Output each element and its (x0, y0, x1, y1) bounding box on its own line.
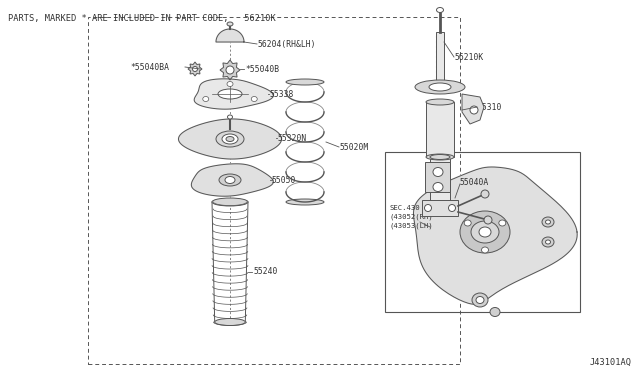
Bar (436, 32, 444, 82)
Bar (426, 102, 454, 157)
Ellipse shape (476, 296, 484, 304)
Polygon shape (220, 60, 240, 80)
Ellipse shape (433, 167, 443, 176)
Text: PARTS, MARKED * ARE INCLUDED IN PART CODE,   56210K: PARTS, MARKED * ARE INCLUDED IN PART COD… (8, 14, 276, 23)
Text: 55338: 55338 (270, 90, 294, 99)
Ellipse shape (214, 318, 245, 326)
Ellipse shape (430, 154, 450, 160)
Bar (385, 152, 580, 312)
Text: 55040A: 55040A (460, 177, 489, 186)
Ellipse shape (464, 220, 471, 226)
Ellipse shape (415, 80, 465, 94)
Ellipse shape (286, 79, 324, 85)
Polygon shape (216, 29, 244, 42)
Text: 55310: 55310 (478, 103, 502, 112)
Polygon shape (194, 79, 273, 109)
Ellipse shape (490, 308, 500, 317)
Ellipse shape (472, 293, 488, 307)
Ellipse shape (499, 220, 506, 226)
Bar (88, 17, 460, 364)
Ellipse shape (545, 240, 550, 244)
Ellipse shape (429, 83, 451, 91)
Text: 55240: 55240 (253, 267, 277, 276)
Ellipse shape (426, 99, 454, 105)
Ellipse shape (212, 198, 248, 206)
Ellipse shape (226, 137, 234, 141)
Ellipse shape (219, 174, 241, 186)
Bar (430, 157, 450, 202)
Ellipse shape (436, 7, 444, 13)
Ellipse shape (227, 81, 233, 87)
Polygon shape (188, 62, 202, 76)
Ellipse shape (542, 237, 554, 247)
Text: 55020M: 55020M (340, 142, 369, 151)
Ellipse shape (227, 22, 233, 26)
Ellipse shape (227, 115, 232, 119)
Ellipse shape (225, 176, 235, 183)
Polygon shape (191, 164, 273, 196)
Ellipse shape (449, 205, 456, 212)
Ellipse shape (470, 106, 478, 114)
Text: J43101AQ: J43101AQ (590, 358, 632, 367)
Ellipse shape (471, 221, 499, 243)
Ellipse shape (481, 247, 488, 253)
Polygon shape (413, 167, 577, 304)
Polygon shape (179, 119, 282, 159)
Text: *55040BA: *55040BA (130, 62, 169, 71)
Text: *55040B: *55040B (245, 64, 279, 74)
Text: 55320N: 55320N (278, 134, 307, 142)
Ellipse shape (484, 216, 492, 224)
Text: 56210K: 56210K (455, 52, 484, 61)
Ellipse shape (460, 211, 510, 253)
Ellipse shape (424, 205, 431, 212)
Ellipse shape (286, 199, 324, 205)
Polygon shape (462, 94, 484, 124)
Text: 55050: 55050 (272, 176, 296, 185)
Ellipse shape (218, 89, 242, 99)
Ellipse shape (481, 190, 489, 198)
Ellipse shape (542, 217, 554, 227)
Ellipse shape (193, 67, 198, 71)
Bar (425, 162, 450, 192)
Bar (422, 200, 458, 216)
Ellipse shape (433, 183, 443, 192)
Ellipse shape (216, 131, 244, 147)
Ellipse shape (479, 227, 491, 237)
Ellipse shape (222, 134, 238, 144)
Ellipse shape (545, 220, 550, 224)
Ellipse shape (252, 96, 257, 102)
Text: SEC.430
(43052(RH)
(43053(LH): SEC.430 (43052(RH) (43053(LH) (390, 205, 434, 229)
Ellipse shape (226, 66, 234, 74)
Ellipse shape (426, 154, 454, 160)
Ellipse shape (203, 96, 209, 102)
Text: 56204(RH&LH): 56204(RH&LH) (258, 39, 317, 48)
